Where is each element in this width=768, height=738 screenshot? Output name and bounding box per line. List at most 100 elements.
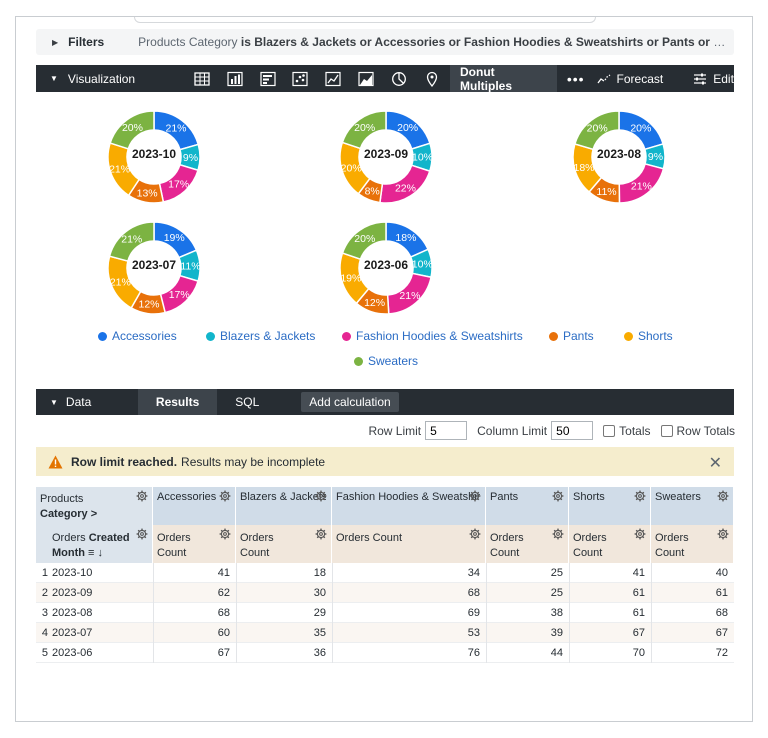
edit-button[interactable]: Edit	[693, 72, 734, 86]
table-cell[interactable]: 44	[486, 643, 569, 663]
donut-2023-07[interactable]: 19% 11% 17% 12% 21% 21% 2023-07	[107, 221, 201, 315]
donut-slice-sweaters[interactable]	[573, 110, 620, 151]
scatter-icon[interactable]	[284, 65, 317, 92]
table-icon[interactable]	[186, 65, 219, 92]
tab-sql[interactable]: SQL	[235, 395, 260, 409]
row-month-cell[interactable]: 2023-06	[52, 647, 93, 659]
measure-header[interactable]: Orders Count	[236, 525, 332, 563]
row-month-cell[interactable]: 2023-08	[52, 607, 93, 619]
table-cell[interactable]: 68	[332, 583, 486, 603]
pivot-column-header[interactable]: Sweaters	[651, 487, 734, 525]
row-limit-input[interactable]	[425, 421, 468, 440]
donut-slice-sweaters[interactable]	[109, 110, 155, 150]
gear-icon[interactable]	[634, 528, 646, 540]
table-cell[interactable]: 35	[236, 623, 332, 643]
table-cell[interactable]: 34	[332, 563, 486, 583]
table-cell[interactable]: 40	[651, 563, 734, 583]
pivot-column-header[interactable]: Shorts	[569, 487, 651, 525]
pivot-field-header[interactable]: Products Category >	[36, 487, 153, 525]
gear-icon[interactable]	[552, 490, 564, 502]
measure-header[interactable]: Orders Count	[332, 525, 486, 563]
table-cell[interactable]: 18	[236, 563, 332, 583]
gear-icon[interactable]	[136, 490, 148, 502]
pivot-column-header[interactable]: Fashion Hoodies & Sweatshirts	[332, 487, 486, 525]
gear-icon[interactable]	[634, 490, 646, 502]
table-cell[interactable]: 25	[486, 583, 569, 603]
pie-chart-icon[interactable]	[382, 65, 415, 92]
table-cell[interactable]: 67	[569, 623, 651, 643]
expand-caret-icon[interactable]: ▶	[52, 37, 59, 47]
donut-slice-sweaters[interactable]	[341, 221, 387, 261]
area-chart-icon[interactable]	[350, 65, 383, 92]
totals-checkbox[interactable]: Totals	[603, 424, 651, 438]
table-cell[interactable]: 61	[569, 583, 651, 603]
legend-item-fashion-hoodies-sweatshirts[interactable]: Fashion Hoodies & Sweatshirts	[342, 329, 523, 343]
table-cell[interactable]: 60	[153, 623, 236, 643]
checkbox-box[interactable]	[660, 424, 673, 437]
table-cell[interactable]: 69	[332, 603, 486, 623]
table-cell[interactable]: 41	[569, 563, 651, 583]
tab-results[interactable]: Results	[137, 389, 218, 415]
table-cell[interactable]: 61	[651, 583, 734, 603]
table-cell[interactable]: 72	[651, 643, 734, 663]
legend-item-sweaters[interactable]: Sweaters	[354, 354, 418, 368]
measure-header[interactable]: Orders Count	[569, 525, 651, 563]
column-limit-input[interactable]	[551, 421, 594, 440]
map-pin-icon[interactable]	[415, 65, 448, 92]
table-cell[interactable]: 68	[153, 603, 236, 623]
top-search-bar[interactable]	[134, 17, 596, 23]
table-cell[interactable]: 70	[569, 643, 651, 663]
row-month-cell[interactable]: 2023-07	[52, 627, 93, 639]
gear-icon[interactable]	[552, 528, 564, 540]
donut-2023-08[interactable]: 20% 9% 21% 11% 18% 20% 2023-08	[572, 110, 666, 204]
row-month-cell[interactable]: 2023-10	[52, 567, 93, 579]
gear-icon[interactable]	[717, 528, 729, 540]
donut-2023-09[interactable]: 20% 10% 22% 8% 20% 20% 2023-09	[339, 110, 433, 204]
bar-chart-icon[interactable]	[251, 65, 284, 92]
table-cell[interactable]: 68	[651, 603, 734, 623]
measure-header[interactable]: Orders Count	[486, 525, 569, 563]
table-cell[interactable]: 53	[332, 623, 486, 643]
table-cell[interactable]: 62	[153, 583, 236, 603]
pivot-column-header[interactable]: Blazers & Jackets	[236, 487, 332, 525]
table-cell[interactable]: 67	[153, 643, 236, 663]
gear-icon[interactable]	[717, 490, 729, 502]
legend-item-accessories[interactable]: Accessories	[98, 329, 177, 343]
gear-icon[interactable]	[315, 490, 327, 502]
pivot-column-header[interactable]: Accessories	[153, 487, 236, 525]
gear-icon[interactable]	[469, 490, 481, 502]
table-cell[interactable]: 36	[236, 643, 332, 663]
table-cell[interactable]: 29	[236, 603, 332, 623]
gear-icon[interactable]	[136, 528, 148, 540]
gear-icon[interactable]	[219, 490, 231, 502]
add-calculation-button[interactable]: Add calculation	[301, 392, 399, 412]
table-cell[interactable]: 41	[153, 563, 236, 583]
collapse-caret-icon[interactable]: ▼	[50, 74, 58, 83]
measure-header[interactable]: Orders Count	[153, 525, 236, 563]
collapse-caret-icon[interactable]: ▼	[50, 397, 58, 407]
donut-multiples-tab[interactable]: Donut Multiples	[450, 65, 557, 93]
measure-header[interactable]: Orders Count	[651, 525, 734, 563]
row-month-cell[interactable]: 2023-09	[52, 587, 93, 599]
donut-2023-06[interactable]: 18% 10% 21% 12% 19% 20% 2023-06	[339, 221, 433, 315]
row-totals-checkbox[interactable]: Row Totals	[660, 424, 735, 438]
gear-icon[interactable]	[219, 528, 231, 540]
table-cell[interactable]: 25	[486, 563, 569, 583]
table-cell[interactable]: 38	[486, 603, 569, 623]
donut-slice-sweaters[interactable]	[341, 110, 387, 150]
gear-icon[interactable]	[469, 528, 481, 540]
table-cell[interactable]: 67	[651, 623, 734, 643]
column-chart-icon[interactable]	[218, 65, 251, 92]
gear-icon[interactable]	[315, 528, 327, 540]
donut-2023-10[interactable]: 21% 9% 17% 13% 21% 20% 2023-10	[107, 110, 201, 204]
line-chart-icon[interactable]	[317, 65, 350, 92]
legend-item-blazers-jackets[interactable]: Blazers & Jackets	[206, 329, 315, 343]
filters-bar[interactable]: ▶ Filters Products Category is Blazers &…	[36, 29, 734, 55]
row-dimension-header[interactable]: Orders Created Month ≡ ↓	[36, 525, 153, 563]
donut-slice-sweaters[interactable]	[108, 221, 155, 262]
checkbox-box[interactable]	[603, 424, 616, 437]
legend-item-shorts[interactable]: Shorts	[624, 329, 673, 343]
table-cell[interactable]: 30	[236, 583, 332, 603]
close-icon[interactable]: ✕	[708, 455, 722, 472]
more-options-icon[interactable]: •••	[566, 70, 585, 87]
